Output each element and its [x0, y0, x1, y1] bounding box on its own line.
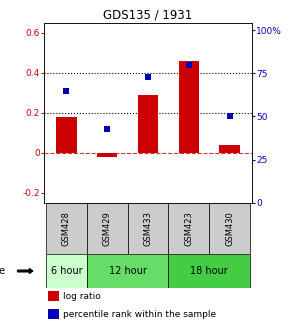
Bar	[48, 309, 59, 319]
Bar	[46, 254, 87, 288]
Text: 6 hour: 6 hour	[51, 266, 82, 276]
Text: 18 hour: 18 hour	[190, 266, 228, 276]
Text: GSM430: GSM430	[225, 211, 234, 246]
Bar	[209, 203, 250, 254]
Bar	[56, 117, 76, 153]
Text: GSM433: GSM433	[144, 211, 152, 246]
Text: GSM428: GSM428	[62, 211, 71, 246]
Bar	[46, 203, 87, 254]
Text: GSM423: GSM423	[184, 211, 193, 246]
Point	[105, 126, 110, 131]
Point	[227, 114, 232, 119]
Point	[64, 88, 69, 93]
Bar	[87, 254, 168, 288]
Title: GDS135 / 1931: GDS135 / 1931	[103, 9, 193, 22]
Text: time: time	[0, 266, 6, 276]
Text: percentile rank within the sample: percentile rank within the sample	[63, 310, 216, 319]
Text: GSM429: GSM429	[103, 211, 112, 246]
Bar	[87, 203, 127, 254]
Bar	[168, 254, 250, 288]
Bar	[168, 203, 209, 254]
Bar	[97, 153, 117, 157]
Bar	[48, 291, 59, 301]
Text: 12 hour: 12 hour	[109, 266, 146, 276]
Bar	[138, 95, 158, 153]
Point	[186, 62, 191, 67]
Bar	[178, 61, 199, 153]
Text: log ratio: log ratio	[63, 292, 100, 301]
Point	[146, 74, 150, 79]
Bar	[219, 145, 240, 153]
Bar	[127, 203, 168, 254]
